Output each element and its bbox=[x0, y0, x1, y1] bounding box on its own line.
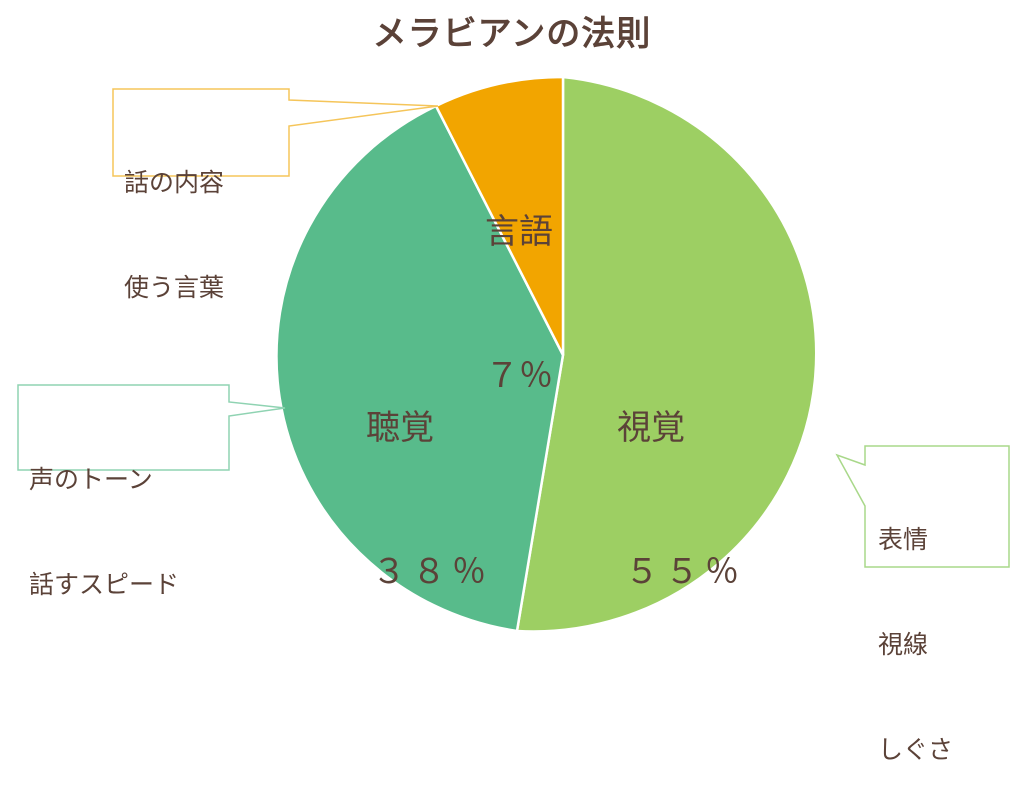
callout-auditory-text: 声のトーン 話すスピード bbox=[29, 392, 179, 637]
slice-label-verbal: 言語 ７％ bbox=[474, 112, 564, 448]
callout-visual-box bbox=[835, 445, 1010, 568]
callout-visual-line: 表情 bbox=[878, 525, 929, 554]
pie-chart bbox=[17, 75, 1010, 633]
callout-verbal-text: 話の内容 使う言葉 bbox=[124, 95, 224, 340]
slice-label-visual: 視覚 ５５％ bbox=[617, 308, 745, 644]
callout-auditory-line: 話すスピード bbox=[29, 570, 180, 599]
chart-title: メラビアンの法則 bbox=[372, 14, 652, 54]
slice-name-auditory: 聴覚 bbox=[366, 408, 434, 448]
slice-pct-visual: ５５％ bbox=[625, 552, 745, 592]
slice-verbal bbox=[434, 75, 565, 356]
slice-auditory bbox=[275, 104, 565, 633]
slice-name-visual: 視覚 bbox=[617, 408, 685, 448]
slice-pct-verbal: ７％ bbox=[485, 356, 553, 396]
callout-auditory-box bbox=[17, 384, 286, 471]
callout-visual-text: 表情 視線 しぐさ bbox=[878, 452, 953, 802]
callout-verbal-line: 話の内容 bbox=[124, 168, 225, 197]
callout-verbal-box bbox=[112, 88, 439, 177]
slice-pct-auditory: ３８％ bbox=[372, 552, 492, 592]
callout-auditory-line: 声のトーン bbox=[29, 465, 153, 494]
slice-name-verbal: 言語 bbox=[485, 212, 553, 252]
callout-verbal-line: 使う言葉 bbox=[124, 273, 225, 302]
slice-visual bbox=[515, 75, 818, 633]
slice-label-auditory: 聴覚 ３８％ bbox=[366, 308, 492, 644]
callout-visual-line: しぐさ bbox=[878, 735, 954, 764]
